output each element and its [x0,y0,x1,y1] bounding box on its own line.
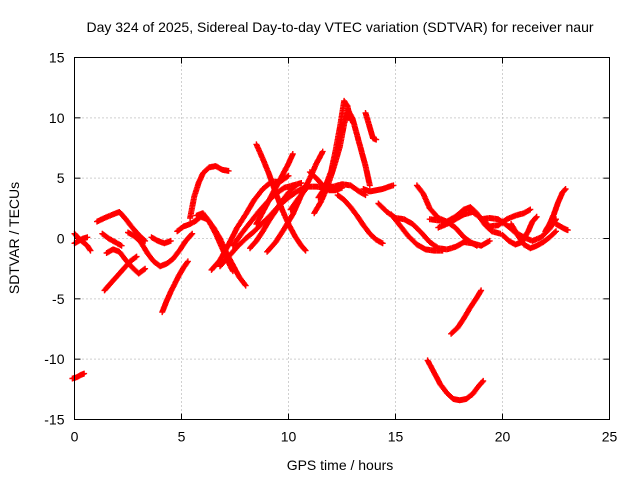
y-tick-label: -5 [52,291,65,307]
series-arc-30 [388,211,446,254]
series-arc-09 [148,234,174,247]
data-point-markers [101,253,140,294]
series-arc-28 [360,182,397,195]
plot-frame [74,57,610,420]
series-arc-12 [187,163,232,221]
series-arc-27 [362,110,380,143]
y-axis-label: SDTVAR / TECUs [6,182,22,294]
data-point-markers [247,183,298,252]
y-tick-label: -15 [44,412,64,428]
series-arc-20 [253,151,296,227]
x-tick-label: 20 [495,429,511,445]
x-axis-label: GPS time / hours [287,457,394,473]
x-tick-label: 25 [602,429,618,445]
x-tick-label: 10 [281,429,297,445]
y-tick-label: -10 [44,351,64,367]
data-point-markers [448,287,485,337]
series-arc-07 [99,230,125,249]
y-tick-label: 15 [49,50,65,66]
x-tick-labels: 0 5 10 15 20 25 [71,429,618,445]
data-point-markers [148,234,174,247]
series-arc-04 [94,209,149,244]
data-point-markers [125,229,196,270]
data-point-markers [334,192,386,247]
series-arc-06 [103,246,149,277]
data-point-markers [187,163,232,221]
series-arc-10 [159,258,191,316]
data-point-markers [69,370,88,382]
x-tick-label: 5 [178,429,186,445]
data-point-markers [94,209,149,244]
data-point-markers [360,182,397,195]
data-point-markers [435,206,534,231]
chart-title: Day 324 of 2025, Sidereal Day-to-day VTE… [86,19,593,35]
data-point-markers [99,230,125,249]
data-point-markers [315,97,354,201]
series-arc-38 [508,221,559,252]
y-tick-label: 5 [57,170,65,186]
data-point-markers [159,258,191,316]
series-arc-40 [553,221,571,234]
series-arc-33 [448,287,485,337]
data-point-markers [253,151,296,227]
data-point-markers [103,246,149,277]
data-point-markers [424,357,487,404]
data-point-markers [553,221,571,234]
grid-lines [74,57,610,420]
data-point-markers [362,110,380,143]
data-point-markers [508,221,559,252]
y-tick-labels: -15 -10 -5 0 5 10 15 [44,50,64,428]
series-arc-32 [424,357,487,404]
data-point-markers [388,211,446,254]
data-point-markers [217,183,309,270]
y-tick-label: 10 [49,110,65,126]
series-arc-35 [435,206,534,231]
data-points [69,97,571,404]
series-arc-05 [101,253,140,294]
data-point-markers [542,186,569,235]
series-arc-26 [334,192,386,247]
series-arc-25 [315,97,354,201]
x-tick-label: 15 [388,429,404,445]
x-tick-label: 0 [71,429,79,445]
series-arc-16 [217,183,309,270]
series-arc-08 [125,229,196,270]
y-tick-label: 0 [57,231,65,247]
series-arc-01 [69,370,88,382]
series-arc-19 [247,183,298,252]
series-arc-39 [542,186,569,235]
